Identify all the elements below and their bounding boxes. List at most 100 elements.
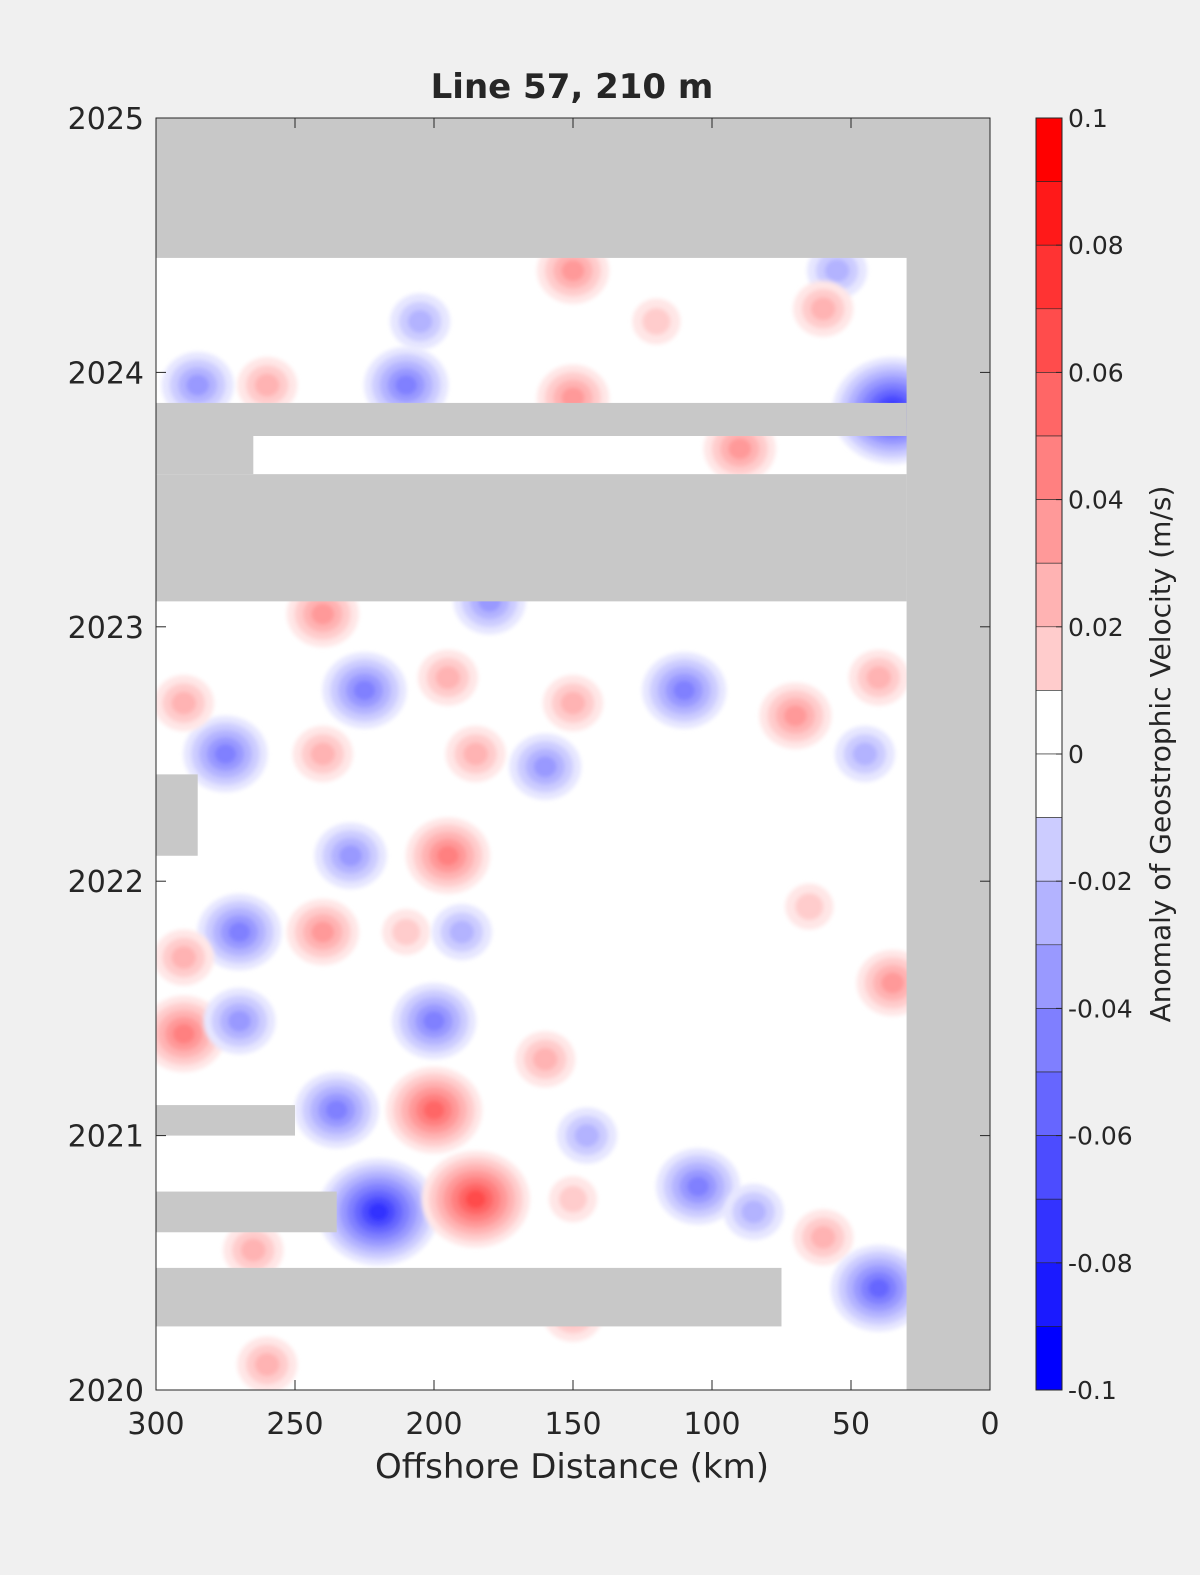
anomaly-blob xyxy=(322,652,407,729)
x-tick-label: 150 xyxy=(544,1407,601,1442)
anomaly-blob xyxy=(197,893,282,971)
y-tick-label: 2024 xyxy=(68,356,144,391)
anomaly-contour xyxy=(311,921,335,943)
anomaly-blob xyxy=(223,1222,284,1279)
colorbar-bands xyxy=(1035,117,1063,1391)
anomaly-contour xyxy=(559,1185,587,1213)
anomaly-blob xyxy=(314,822,387,889)
anomaly-contour xyxy=(795,893,824,920)
anomaly-contour xyxy=(254,373,280,397)
anomaly-blob xyxy=(431,904,492,961)
colorbar-band xyxy=(1035,817,1063,882)
colorbar-band xyxy=(1035,880,1063,946)
colorbar-tick-label: -0.02 xyxy=(1068,867,1133,896)
colorbar-band xyxy=(1035,562,1063,628)
anomaly-blob xyxy=(294,1072,379,1149)
colorbar-tick-label: 0.06 xyxy=(1068,358,1124,387)
anomaly-blob xyxy=(382,909,431,955)
anomaly-contour xyxy=(463,742,489,766)
missing-data-band xyxy=(156,1105,295,1136)
x-tick-label: 50 xyxy=(832,1407,870,1442)
colorbar-band xyxy=(1035,244,1063,310)
anomaly-blob xyxy=(656,1148,741,1225)
anomaly-contour xyxy=(824,259,850,283)
chart-title: Line 57, 210 m xyxy=(431,67,714,107)
anomaly-blob xyxy=(556,1107,617,1164)
anomaly-blob xyxy=(156,995,226,1072)
anomaly-blob xyxy=(642,652,727,729)
anomaly-blob xyxy=(203,988,276,1055)
anomaly-contour xyxy=(465,1190,486,1209)
anomaly-blob xyxy=(509,733,582,800)
anomaly-contour xyxy=(186,374,210,396)
colorbar-band xyxy=(1035,1326,1063,1391)
anomaly-contour xyxy=(423,1011,445,1032)
anomaly-contour xyxy=(810,297,836,321)
x-tick-label: 200 xyxy=(405,1407,462,1442)
anomaly-blob xyxy=(237,357,298,414)
x-axis-label: Offshore Distance (km) xyxy=(375,1447,769,1487)
anomaly-blob xyxy=(632,298,681,345)
colorbar-tick-label: 0.02 xyxy=(1068,613,1124,642)
x-axis: 300 250 200 150 100 50 0 xyxy=(127,118,1000,1442)
anomaly-blob xyxy=(723,1183,784,1240)
x-tick-label: 100 xyxy=(683,1407,740,1442)
anomaly-contour xyxy=(533,756,557,778)
missing-data-band xyxy=(156,774,198,856)
anomaly-field xyxy=(156,237,953,1390)
colorbar-band xyxy=(1035,117,1063,182)
anomaly-blob xyxy=(759,682,832,749)
anomaly-blob xyxy=(785,883,834,930)
missing-data-mask xyxy=(156,118,990,1390)
anomaly-blob xyxy=(405,817,490,894)
anomaly-contour xyxy=(642,308,671,335)
anomaly-blob xyxy=(156,675,214,732)
anomaly-contour xyxy=(240,1238,266,1262)
missing-data-band xyxy=(906,118,990,1390)
anomaly-blob xyxy=(793,1209,854,1266)
colorbar-tick-label: -0.06 xyxy=(1068,1122,1133,1151)
anomaly-contour xyxy=(423,1100,445,1120)
anomaly-contour xyxy=(172,1023,195,1044)
colorbar-band xyxy=(1035,1008,1063,1073)
colorbar-label: Anomaly of Geostrophic Velocity (m/s) xyxy=(1144,486,1177,1023)
y-tick-label: 2022 xyxy=(68,865,144,900)
anomaly-blob xyxy=(390,293,451,350)
anomaly-contour xyxy=(810,1225,836,1249)
missing-data-band xyxy=(156,1267,782,1327)
y-tick-label: 2020 xyxy=(68,1374,144,1409)
colorbar-tick-label: 0.08 xyxy=(1068,231,1124,260)
anomaly-contour xyxy=(310,742,336,766)
anomaly-contour xyxy=(227,1010,251,1032)
colorbar-band xyxy=(1035,372,1063,437)
anomaly-contour xyxy=(852,742,878,766)
colorbar-tick-label: -0.08 xyxy=(1068,1249,1133,1278)
x-tick-label: 300 xyxy=(127,1407,184,1442)
colorbar-ticks: 0.1 0.08 0.06 0.04 0.02 0 -0.02 -0.04 -0.06 -0.08… xyxy=(1056,104,1133,1405)
anomaly-contour xyxy=(368,1203,389,1221)
colorbar-tick-label: -0.04 xyxy=(1068,994,1133,1023)
colorbar-band xyxy=(1035,1262,1063,1327)
missing-data-band xyxy=(156,402,907,436)
anomaly-blob xyxy=(292,726,353,782)
anomaly-blob xyxy=(830,1244,927,1332)
anomaly-blob xyxy=(549,1176,597,1223)
colorbar-band xyxy=(1035,753,1063,818)
anomaly-blob xyxy=(183,715,268,793)
colorbar-band xyxy=(1035,1198,1063,1264)
colorbar-band xyxy=(1035,1135,1063,1200)
anomaly-blob xyxy=(318,1158,439,1266)
anomaly-blob xyxy=(421,1150,530,1248)
anomaly-contour xyxy=(392,918,421,946)
anomaly-contour xyxy=(561,260,585,282)
colorbar-tick-label: 0.04 xyxy=(1068,486,1124,515)
plot-area xyxy=(155,117,991,1391)
anomaly-blob xyxy=(156,929,214,986)
x-tick-label: 250 xyxy=(266,1407,323,1442)
anomaly-contour xyxy=(171,691,197,715)
anomaly-contour xyxy=(435,666,461,690)
anomaly-contour xyxy=(437,845,459,866)
anomaly-contour xyxy=(868,1278,890,1298)
anomaly-contour xyxy=(866,666,892,690)
